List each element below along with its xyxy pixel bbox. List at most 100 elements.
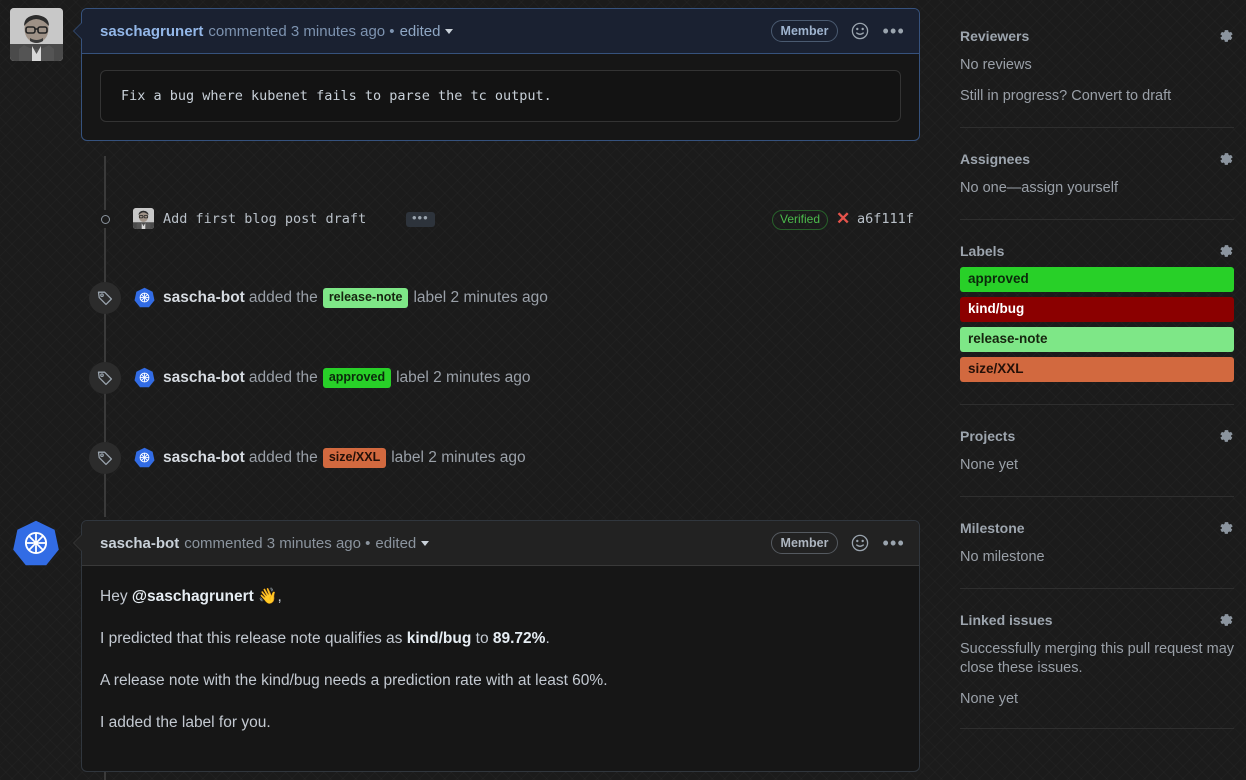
sidebar-header: Projects bbox=[960, 424, 1234, 444]
label-item-size-xxl[interactable]: size/XXL bbox=[960, 357, 1234, 382]
sidebar-title: Milestone bbox=[960, 520, 1025, 536]
commit-row: Add first blog post draft ••• Verified ✕… bbox=[0, 208, 920, 230]
greeting-suffix: , bbox=[277, 588, 282, 605]
commit-expand-button[interactable]: ••• bbox=[406, 211, 435, 227]
member-badge: Member bbox=[770, 532, 839, 554]
avatar-sascha-bot[interactable] bbox=[134, 287, 155, 308]
event-description: sascha-bot added the release-note label … bbox=[163, 282, 548, 314]
gear-icon[interactable] bbox=[1218, 520, 1234, 536]
comment-pointer-fill bbox=[74, 535, 82, 551]
event-actor[interactable]: sascha-bot bbox=[163, 289, 245, 306]
comment-author[interactable]: sascha-bot bbox=[100, 534, 180, 552]
sidebar-title: Projects bbox=[960, 428, 1016, 444]
comment-pointer-fill bbox=[74, 23, 82, 39]
event-action-prefix: added the bbox=[248, 449, 318, 466]
linked-issues-description: Successfully merging this pull request m… bbox=[960, 641, 1235, 676]
label-item-kind-bug[interactable]: kind/bug bbox=[960, 297, 1234, 322]
sidebar-header: Milestone bbox=[960, 516, 1234, 536]
avatar-sascha-bot[interactable] bbox=[134, 447, 155, 468]
avatar-saschagrunert[interactable] bbox=[10, 8, 63, 61]
commit-sha[interactable]: a6f111f bbox=[857, 211, 914, 227]
status-failed-icon[interactable]: ✕ bbox=[836, 209, 851, 228]
reviewers-empty-state: No reviews bbox=[960, 57, 1032, 73]
smiley-face-icon[interactable] bbox=[850, 533, 870, 553]
bot-threshold-line: A release note with the kind/bug needs a… bbox=[100, 672, 608, 689]
comment-header-actions: Member ••• bbox=[770, 532, 905, 554]
comment-edited-label[interactable]: edited bbox=[399, 22, 441, 40]
event-description: sascha-bot added the approved label 2 mi… bbox=[163, 362, 531, 394]
avatar-commit-author[interactable] bbox=[133, 208, 154, 229]
sidebar-title: Assignees bbox=[960, 151, 1031, 167]
event-description: sascha-bot added the size/XXL label 2 mi… bbox=[163, 442, 526, 474]
sidebar-section-reviewers: Reviewers No reviews Still in progress? … bbox=[960, 0, 1234, 128]
prediction-mid: to bbox=[471, 630, 493, 647]
event-label-chip[interactable]: approved bbox=[322, 368, 392, 388]
sidebar-divider bbox=[960, 404, 1234, 405]
convert-to-draft-row: Still in progress? Convert to draft bbox=[960, 87, 1234, 106]
timeline-rail-top bbox=[104, 156, 106, 211]
chevron-down-icon[interactable] bbox=[445, 28, 454, 34]
comment-header-actions: Member ••• bbox=[770, 20, 905, 42]
release-note-code-block: Fix a bug where kubenet fails to parse t… bbox=[100, 70, 901, 122]
bot-prediction-line: I predicted that this release note quali… bbox=[100, 629, 901, 649]
chevron-down-icon[interactable] bbox=[421, 540, 430, 546]
event-actor[interactable]: sascha-bot bbox=[163, 369, 245, 386]
comment-author[interactable]: saschagrunert bbox=[100, 22, 204, 40]
comment-edited-label[interactable]: edited bbox=[375, 534, 417, 552]
gear-icon[interactable] bbox=[1218, 243, 1234, 259]
sidebar-header: Linked issues bbox=[960, 608, 1234, 628]
event-actor[interactable]: sascha-bot bbox=[163, 449, 245, 466]
event-label-chip[interactable]: release-note bbox=[322, 288, 409, 308]
projects-empty-state: None yet bbox=[960, 457, 1019, 473]
label-item-release-note[interactable]: release-note bbox=[960, 327, 1234, 352]
pr-sidebar: Reviewers No reviews Still in progress? … bbox=[946, 0, 1246, 780]
label-item-approved[interactable]: approved bbox=[960, 267, 1234, 292]
sidebar-title: Linked issues bbox=[960, 612, 1053, 628]
convert-to-draft-link[interactable]: Convert to draft bbox=[1071, 88, 1172, 104]
comment-body: Hey @saschagrunert 👋, I predicted that t… bbox=[82, 566, 919, 751]
timeline-rail-bottom bbox=[104, 772, 106, 780]
sidebar-title: Labels bbox=[960, 243, 1005, 259]
gear-icon[interactable] bbox=[1218, 151, 1234, 167]
tag-icon bbox=[89, 362, 121, 394]
timeline-column: saschagrunert commented 3 minutes ago • … bbox=[0, 0, 945, 780]
gear-icon[interactable] bbox=[1218, 428, 1234, 444]
sidebar-section-linked-issues: Linked issues Successfully merging this … bbox=[960, 589, 1234, 729]
commit-message[interactable]: Add first blog post draft bbox=[163, 211, 367, 227]
assignees-empty-state[interactable]: No one—assign yourself bbox=[960, 180, 1118, 196]
avatar-sascha-bot[interactable] bbox=[134, 367, 155, 388]
comment-header: saschagrunert commented 3 minutes ago • … bbox=[82, 9, 919, 54]
kebab-menu-icon[interactable]: ••• bbox=[882, 533, 905, 553]
bot-greeting-line: Hey @saschagrunert 👋, bbox=[100, 587, 901, 607]
prediction-suffix: . bbox=[545, 630, 550, 647]
prediction-percent: 89.72% bbox=[492, 630, 546, 647]
bot-action-line: I added the label for you. bbox=[100, 714, 271, 731]
sidebar-header: Assignees bbox=[960, 147, 1234, 167]
kebab-menu-icon[interactable]: ••• bbox=[882, 21, 905, 41]
commit-node-icon bbox=[96, 210, 114, 228]
linked-issues-empty-state: None yet bbox=[960, 691, 1019, 707]
draft-prefix-text: Still in progress? bbox=[960, 88, 1072, 104]
labels-list: approved kind/bug release-note size/XXL bbox=[960, 267, 1234, 382]
wave-emoji: 👋 bbox=[258, 588, 278, 605]
sidebar-divider bbox=[960, 728, 1234, 729]
verified-badge[interactable]: Verified bbox=[772, 210, 829, 230]
event-action-prefix: added the bbox=[248, 289, 318, 306]
sidebar-divider bbox=[960, 219, 1234, 220]
comment-timestamp: commented 3 minutes ago • bbox=[184, 534, 371, 552]
event-label-chip[interactable]: size/XXL bbox=[322, 448, 387, 468]
event-action-prefix: added the bbox=[248, 369, 318, 386]
avatar-sascha-bot-large[interactable] bbox=[12, 519, 60, 567]
comment-card-sascha-bot: sascha-bot commented 3 minutes ago • edi… bbox=[73, 520, 920, 772]
event-action-suffix: label 2 minutes ago bbox=[396, 369, 531, 386]
sidebar-divider bbox=[960, 588, 1234, 589]
gear-icon[interactable] bbox=[1218, 612, 1234, 628]
smiley-face-icon[interactable] bbox=[850, 21, 870, 41]
sidebar-header: Labels bbox=[960, 239, 1234, 259]
gear-icon[interactable] bbox=[1218, 28, 1234, 44]
comment-timestamp: commented 3 minutes ago • bbox=[208, 22, 395, 40]
comment-card-saschagrunert: saschagrunert commented 3 minutes ago • … bbox=[73, 8, 920, 141]
user-mention[interactable]: @saschagrunert bbox=[131, 588, 254, 605]
sidebar-divider bbox=[960, 127, 1234, 128]
